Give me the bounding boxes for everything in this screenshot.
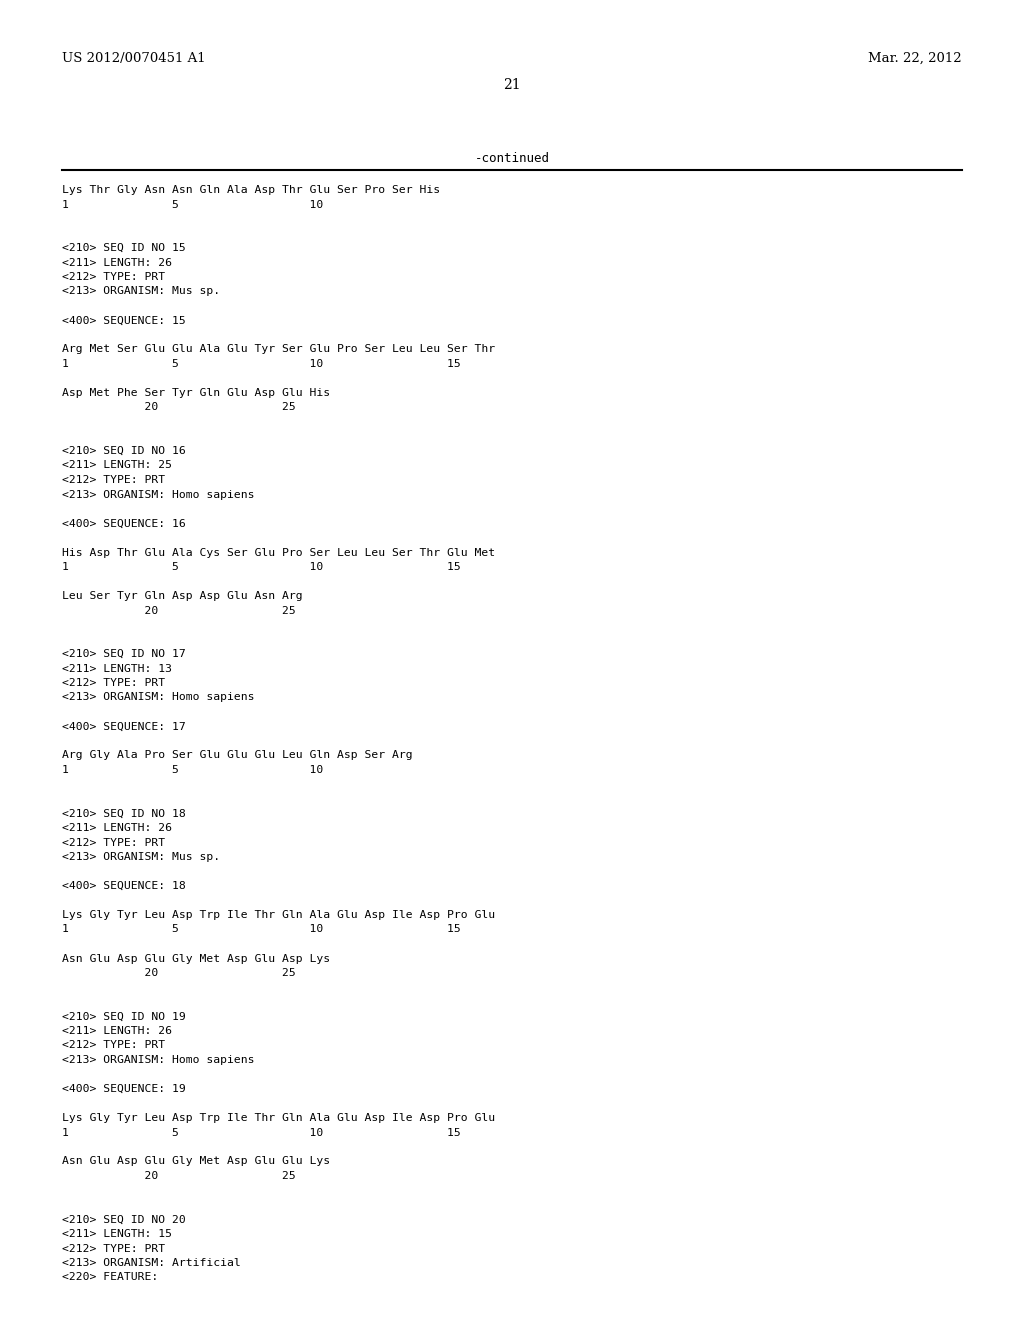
Text: 21: 21 — [503, 78, 521, 92]
Text: <211> LENGTH: 25: <211> LENGTH: 25 — [62, 461, 172, 470]
Text: 1               5                   10                  15: 1 5 10 15 — [62, 924, 461, 935]
Text: <213> ORGANISM: Homo sapiens: <213> ORGANISM: Homo sapiens — [62, 490, 255, 499]
Text: 20                  25: 20 25 — [62, 606, 296, 615]
Text: 1               5                   10: 1 5 10 — [62, 199, 324, 210]
Text: <212> TYPE: PRT: <212> TYPE: PRT — [62, 1243, 165, 1254]
Text: <213> ORGANISM: Homo sapiens: <213> ORGANISM: Homo sapiens — [62, 693, 255, 702]
Text: His Asp Thr Glu Ala Cys Ser Glu Pro Ser Leu Leu Ser Thr Glu Met: His Asp Thr Glu Ala Cys Ser Glu Pro Ser … — [62, 548, 496, 557]
Text: 20                  25: 20 25 — [62, 403, 296, 412]
Text: <400> SEQUENCE: 19: <400> SEQUENCE: 19 — [62, 1084, 185, 1094]
Text: <211> LENGTH: 13: <211> LENGTH: 13 — [62, 664, 172, 673]
Text: <210> SEQ ID NO 16: <210> SEQ ID NO 16 — [62, 446, 185, 455]
Text: Arg Gly Ala Pro Ser Glu Glu Glu Leu Gln Asp Ser Arg: Arg Gly Ala Pro Ser Glu Glu Glu Leu Gln … — [62, 751, 413, 760]
Text: <212> TYPE: PRT: <212> TYPE: PRT — [62, 272, 165, 282]
Text: 1               5                   10                  15: 1 5 10 15 — [62, 1127, 461, 1138]
Text: <210> SEQ ID NO 15: <210> SEQ ID NO 15 — [62, 243, 185, 253]
Text: <212> TYPE: PRT: <212> TYPE: PRT — [62, 678, 165, 688]
Text: Lys Gly Tyr Leu Asp Trp Ile Thr Gln Ala Glu Asp Ile Asp Pro Glu: Lys Gly Tyr Leu Asp Trp Ile Thr Gln Ala … — [62, 909, 496, 920]
Text: 1               5                   10: 1 5 10 — [62, 766, 324, 775]
Text: 20                  25: 20 25 — [62, 1171, 296, 1181]
Text: <210> SEQ ID NO 19: <210> SEQ ID NO 19 — [62, 1011, 185, 1022]
Text: Asn Glu Asp Glu Gly Met Asp Glu Asp Lys: Asn Glu Asp Glu Gly Met Asp Glu Asp Lys — [62, 953, 330, 964]
Text: 20                  25: 20 25 — [62, 968, 296, 978]
Text: <400> SEQUENCE: 18: <400> SEQUENCE: 18 — [62, 880, 185, 891]
Text: US 2012/0070451 A1: US 2012/0070451 A1 — [62, 51, 206, 65]
Text: <210> SEQ ID NO 17: <210> SEQ ID NO 17 — [62, 649, 185, 659]
Text: <210> SEQ ID NO 18: <210> SEQ ID NO 18 — [62, 808, 185, 818]
Text: Leu Ser Tyr Gln Asp Asp Glu Asn Arg: Leu Ser Tyr Gln Asp Asp Glu Asn Arg — [62, 591, 303, 601]
Text: -continued: -continued — [474, 152, 550, 165]
Text: <212> TYPE: PRT: <212> TYPE: PRT — [62, 837, 165, 847]
Text: <210> SEQ ID NO 20: <210> SEQ ID NO 20 — [62, 1214, 185, 1225]
Text: <213> ORGANISM: Artificial: <213> ORGANISM: Artificial — [62, 1258, 241, 1269]
Text: <211> LENGTH: 26: <211> LENGTH: 26 — [62, 1026, 172, 1036]
Text: <211> LENGTH: 26: <211> LENGTH: 26 — [62, 257, 172, 268]
Text: <220> FEATURE:: <220> FEATURE: — [62, 1272, 159, 1283]
Text: <212> TYPE: PRT: <212> TYPE: PRT — [62, 475, 165, 484]
Text: <212> TYPE: PRT: <212> TYPE: PRT — [62, 1040, 165, 1051]
Text: <400> SEQUENCE: 15: <400> SEQUENCE: 15 — [62, 315, 185, 326]
Text: <400> SEQUENCE: 16: <400> SEQUENCE: 16 — [62, 519, 185, 528]
Text: Mar. 22, 2012: Mar. 22, 2012 — [868, 51, 962, 65]
Text: Lys Gly Tyr Leu Asp Trp Ile Thr Gln Ala Glu Asp Ile Asp Pro Glu: Lys Gly Tyr Leu Asp Trp Ile Thr Gln Ala … — [62, 1113, 496, 1123]
Text: <211> LENGTH: 26: <211> LENGTH: 26 — [62, 822, 172, 833]
Text: Asn Glu Asp Glu Gly Met Asp Glu Glu Lys: Asn Glu Asp Glu Gly Met Asp Glu Glu Lys — [62, 1156, 330, 1167]
Text: 1               5                   10                  15: 1 5 10 15 — [62, 562, 461, 572]
Text: <211> LENGTH: 15: <211> LENGTH: 15 — [62, 1229, 172, 1239]
Text: <213> ORGANISM: Mus sp.: <213> ORGANISM: Mus sp. — [62, 851, 220, 862]
Text: <213> ORGANISM: Mus sp.: <213> ORGANISM: Mus sp. — [62, 286, 220, 297]
Text: 1               5                   10                  15: 1 5 10 15 — [62, 359, 461, 370]
Text: Arg Met Ser Glu Glu Ala Glu Tyr Ser Glu Pro Ser Leu Leu Ser Thr: Arg Met Ser Glu Glu Ala Glu Tyr Ser Glu … — [62, 345, 496, 355]
Text: <400> SEQUENCE: 17: <400> SEQUENCE: 17 — [62, 722, 185, 731]
Text: <213> ORGANISM: Homo sapiens: <213> ORGANISM: Homo sapiens — [62, 1055, 255, 1065]
Text: Asp Met Phe Ser Tyr Gln Glu Asp Glu His: Asp Met Phe Ser Tyr Gln Glu Asp Glu His — [62, 388, 330, 399]
Text: Lys Thr Gly Asn Asn Gln Ala Asp Thr Glu Ser Pro Ser His: Lys Thr Gly Asn Asn Gln Ala Asp Thr Glu … — [62, 185, 440, 195]
